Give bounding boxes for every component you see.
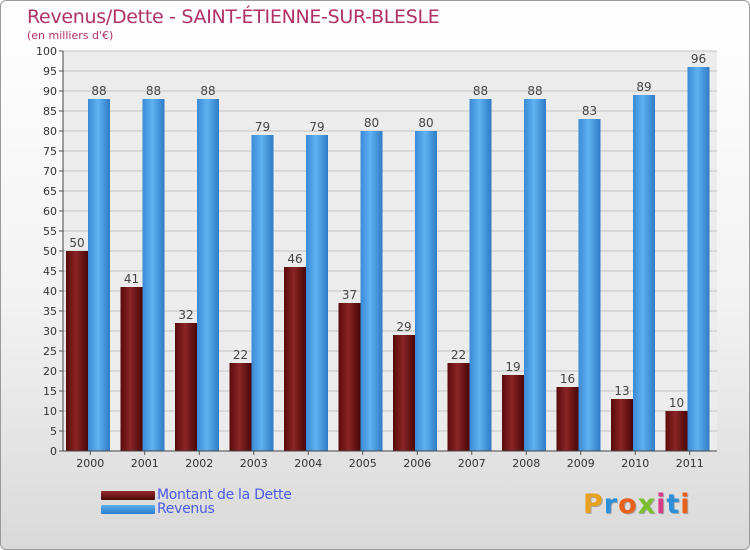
bar-dette-2011 [665, 411, 688, 451]
bar-dette-2008 [502, 375, 524, 451]
x-tick-label-2000: 2000 [76, 457, 104, 470]
bar-revenus-2005 [360, 131, 383, 451]
logo-letter: i [680, 489, 691, 520]
y-tick-label: 5 [50, 425, 57, 438]
bar-dette-2003 [229, 363, 252, 451]
y-tick-label: 55 [43, 225, 57, 238]
y-tick-label: 15 [43, 385, 57, 398]
x-tick-label-2008: 2008 [512, 457, 540, 470]
bar-dette-2007 [447, 363, 470, 451]
bar-revenus-2008 [524, 99, 546, 451]
legend-item-revenus: Revenus [101, 501, 215, 517]
y-tick-label: 45 [43, 265, 57, 278]
y-tick-label: 35 [43, 305, 57, 318]
data-label-revenus-2002: 88 [200, 84, 215, 98]
data-label-dette-2005: 37 [342, 288, 357, 302]
bar-dette-2006 [393, 335, 415, 451]
bar-dette-2001 [120, 287, 143, 451]
bar-revenus-2001 [142, 99, 165, 451]
data-label-revenus-2008: 88 [527, 84, 542, 98]
data-label-revenus-2005: 80 [364, 116, 379, 130]
legend-label-revenus: Revenus [157, 501, 215, 517]
data-label-dette-2001: 41 [124, 272, 139, 286]
bar-revenus-2007 [469, 99, 492, 451]
x-tick-label-2002: 2002 [185, 457, 213, 470]
legend-label-dette: Montant de la Dette [157, 487, 292, 503]
bar-revenus-2006 [415, 131, 437, 451]
y-tick-label: 30 [43, 325, 57, 338]
logo-letter: o [618, 489, 638, 520]
x-tick-label-2007: 2007 [458, 457, 486, 470]
data-label-dette-2008: 19 [505, 360, 520, 374]
proxiti-logo: Proxiti [583, 489, 691, 520]
data-label-revenus-2000: 88 [91, 84, 106, 98]
y-tick-label: 75 [43, 145, 57, 158]
x-tick-label-2001: 2001 [131, 457, 159, 470]
data-label-dette-2002: 32 [178, 308, 193, 322]
bar-dette-2010 [611, 399, 633, 451]
data-label-revenus-2006: 80 [418, 116, 433, 130]
data-label-dette-2006: 29 [396, 320, 411, 334]
y-tick-label: 90 [43, 85, 57, 98]
x-tick-label-2011: 2011 [676, 457, 704, 470]
y-tick-label: 25 [43, 345, 57, 358]
legend-swatch-dette [101, 490, 155, 500]
y-tick-label: 0 [50, 445, 57, 458]
y-tick-label: 10 [43, 405, 57, 418]
y-tick-label: 60 [43, 205, 57, 218]
y-tick-label: 95 [43, 65, 57, 78]
y-tick-label: 80 [43, 125, 57, 138]
bar-dette-2004 [284, 267, 306, 451]
data-label-dette-2010: 13 [614, 384, 629, 398]
data-label-revenus-2011: 96 [691, 52, 706, 66]
bar-dette-2000 [66, 251, 88, 451]
chart-title: Revenus/Dette - SAINT-ÉTIENNE-SUR-BLESLE [27, 6, 440, 28]
data-label-dette-2004: 46 [287, 252, 302, 266]
chart-subtitle: (en milliers d'€) [27, 29, 114, 42]
bar-dette-2005 [338, 303, 361, 451]
legend-item-dette: Montant de la Dette [101, 487, 292, 503]
y-tick-label: 100 [36, 45, 57, 58]
x-tick-label-2004: 2004 [294, 457, 322, 470]
bar-dette-2002 [175, 323, 197, 451]
bar-revenus-2003 [251, 135, 274, 451]
bar-revenus-2000 [88, 99, 110, 451]
data-label-dette-2009: 16 [560, 372, 575, 386]
bar-revenus-2009 [578, 119, 601, 451]
x-tick-label-2006: 2006 [403, 457, 431, 470]
x-tick-label-2003: 2003 [240, 457, 268, 470]
logo-letter: x [637, 489, 657, 520]
bar-revenus-2004 [306, 135, 328, 451]
logo-letter: P [583, 489, 604, 520]
data-label-revenus-2007: 88 [473, 84, 488, 98]
legend-swatch-revenus [101, 504, 155, 514]
y-tick-label: 20 [43, 365, 57, 378]
x-tick-label-2010: 2010 [621, 457, 649, 470]
logo-letter: i [656, 489, 667, 520]
y-tick-label: 70 [43, 165, 57, 178]
y-tick-label: 40 [43, 285, 57, 298]
data-label-revenus-2001: 88 [146, 84, 161, 98]
bar-revenus-2002 [197, 99, 219, 451]
y-tick-label: 85 [43, 105, 57, 118]
data-label-dette-2011: 10 [669, 396, 684, 410]
data-label-dette-2003: 22 [233, 348, 248, 362]
data-label-revenus-2003: 79 [255, 120, 270, 134]
bar-revenus-2010 [633, 95, 655, 451]
data-label-dette-2007: 22 [451, 348, 466, 362]
data-label-dette-2000: 50 [69, 236, 84, 250]
y-tick-label: 50 [43, 245, 57, 258]
bar-revenus-2011 [687, 67, 710, 451]
y-tick-label: 65 [43, 185, 57, 198]
data-label-revenus-2004: 79 [309, 120, 324, 134]
data-label-revenus-2010: 89 [636, 80, 651, 94]
bar-dette-2009 [556, 387, 579, 451]
logo-letter: r [603, 489, 619, 520]
logo-letter: t [666, 489, 681, 520]
data-label-revenus-2009: 83 [582, 104, 597, 118]
x-tick-label-2009: 2009 [567, 457, 595, 470]
x-tick-label-2005: 2005 [349, 457, 377, 470]
